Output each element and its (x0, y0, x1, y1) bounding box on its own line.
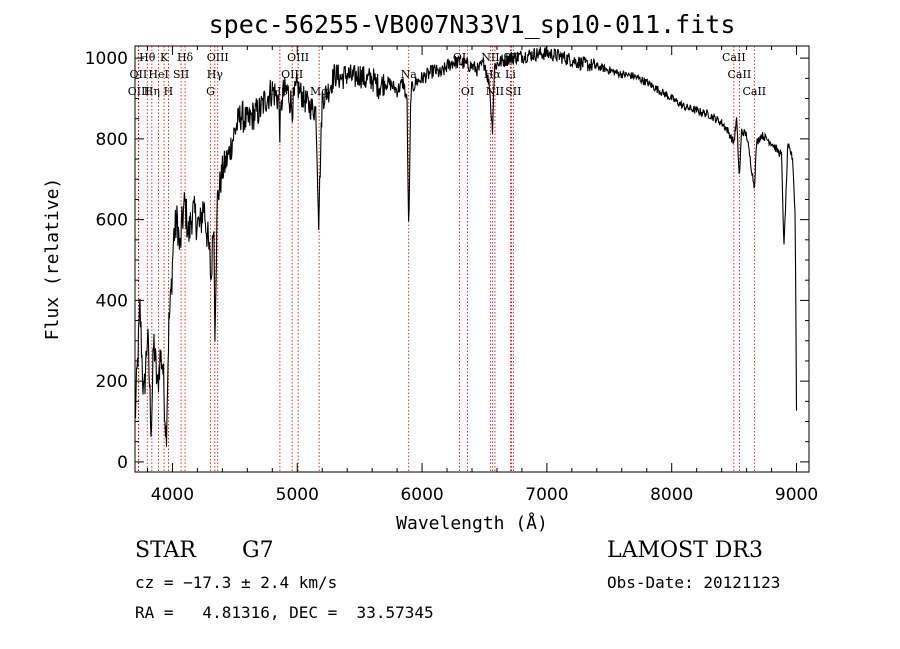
line-label: Hθ (139, 51, 156, 64)
y-tick-label: 400 (96, 291, 128, 311)
redshift-text: cz = −17.3 ± 2.4 km/s (135, 573, 338, 592)
line-label: OIII (281, 68, 303, 81)
axis-ticks: 4000 5000 6000 7000 8000 9000 0 200 400 600 800 100… (85, 46, 818, 505)
line-label: Hγ (207, 68, 224, 81)
line-label: OIII (287, 51, 309, 64)
x-tick-label: 8000 (650, 485, 693, 505)
line-label: Hη (144, 85, 160, 98)
line-label: OII (130, 68, 148, 81)
line-label: H (164, 85, 174, 98)
line-label: SII (505, 85, 521, 98)
x-tick-label: 9000 (775, 485, 818, 505)
line-label: Hδ (177, 51, 194, 64)
line-label: HeI (148, 68, 168, 81)
x-tick-label: 5000 (276, 485, 319, 505)
line-label: CaII (742, 85, 766, 98)
coordinates-text: RA = 4.81316, DEC = 33.57345 (135, 603, 434, 622)
obs-date-text: Obs-Date: 20121123 (607, 573, 781, 592)
line-label: CaII (728, 68, 752, 81)
object-subclass: G7 (242, 538, 274, 563)
x-axis-label: Wavelength (Å) (396, 512, 548, 534)
line-label: NII (481, 51, 499, 64)
y-tick-label: 800 (96, 130, 128, 150)
line-label: OIII (207, 51, 229, 64)
line-label: OIII (128, 85, 150, 98)
object-class: STAR (135, 538, 196, 563)
spectrum-line (134, 46, 798, 447)
x-tick-label: 7000 (525, 485, 568, 505)
line-label: G (206, 85, 215, 98)
line-label: K (160, 51, 169, 64)
line-label: SII (173, 68, 189, 81)
line-label: OI (461, 85, 474, 98)
line-label: NII (486, 85, 504, 98)
y-axis-label: Flux (relative) (42, 178, 63, 341)
survey-name: LAMOST DR3 (607, 538, 763, 563)
y-tick-label: 1000 (85, 49, 128, 69)
line-markers (137, 46, 755, 472)
plot-frame (134, 45, 810, 473)
line-label: CaII (722, 51, 746, 64)
line-label: Mg (310, 85, 328, 98)
line-label: Li (505, 68, 516, 81)
x-tick-label: 4000 (151, 485, 194, 505)
line-label: Na (401, 68, 418, 81)
y-tick-label: 200 (96, 372, 128, 392)
x-tick-label: 6000 (400, 485, 443, 505)
y-tick-label: 600 (96, 211, 128, 231)
chart-title: spec-56255-VB007N33V1_sp10-011.fits (209, 10, 736, 39)
y-tick-label: 0 (117, 453, 128, 473)
